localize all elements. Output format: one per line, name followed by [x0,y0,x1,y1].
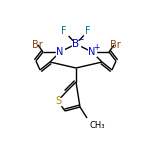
Bar [60,28,68,35]
Text: F: F [85,26,91,36]
Text: N: N [88,47,96,57]
Bar [56,48,64,55]
Text: N: N [56,47,64,57]
Text: Br: Br [110,40,120,50]
Text: CH₃: CH₃ [90,121,105,130]
Text: −: − [77,36,83,45]
Bar [54,97,62,105]
Text: S: S [55,96,61,106]
Text: B: B [73,39,79,49]
Bar [88,48,96,55]
Bar [72,40,80,47]
Text: +: + [93,43,99,52]
Bar [84,28,92,35]
Text: Br: Br [32,40,42,50]
Text: F: F [61,26,67,36]
